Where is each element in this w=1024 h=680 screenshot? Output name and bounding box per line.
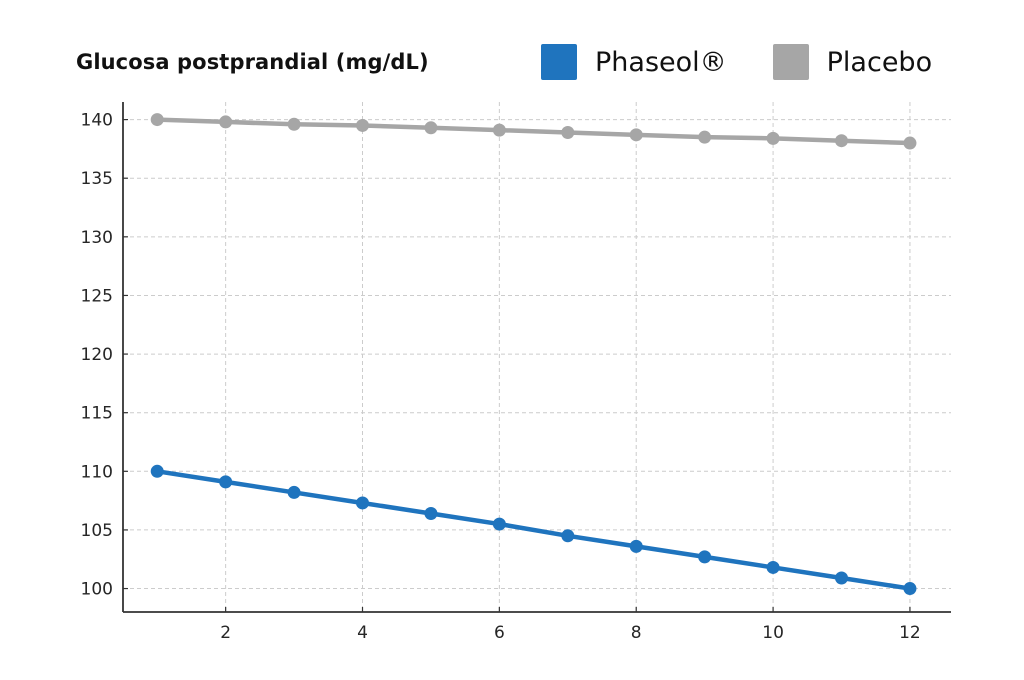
- data-point-phaseol: [492, 517, 506, 531]
- chart-title: Glucosa postprandial (mg/dL): [76, 50, 429, 74]
- legend-swatch-phaseol: [541, 44, 577, 80]
- data-point-phaseol: [561, 529, 575, 543]
- x-tick-label: 12: [899, 623, 921, 643]
- y-tick-label: 110: [81, 462, 113, 482]
- series-line-phaseol: [156, 469, 911, 591]
- data-point-placebo: [698, 130, 712, 144]
- legend-item-placebo: Placebo: [772, 44, 933, 80]
- data-point-placebo: [903, 136, 917, 150]
- data-point-phaseol: [424, 507, 438, 521]
- data-point-placebo: [766, 131, 780, 145]
- y-tick-label: 125: [81, 286, 113, 306]
- y-tick-label: 140: [81, 111, 113, 131]
- legend-swatch-placebo: [772, 44, 809, 80]
- y-tick-label: 115: [81, 404, 113, 424]
- data-point-placebo: [835, 134, 849, 148]
- legend-label-phaseol: Phaseol®: [595, 46, 727, 78]
- data-point-phaseol: [629, 539, 643, 553]
- data-point-placebo: [356, 118, 370, 132]
- y-tick-label: 120: [81, 345, 113, 365]
- y-tick-label: 105: [81, 521, 113, 541]
- axes: [122, 102, 951, 613]
- data-point-phaseol: [356, 496, 370, 510]
- data-point-phaseol: [150, 464, 164, 478]
- y-tick-label: 135: [81, 169, 113, 189]
- y-tick-label: 100: [81, 580, 113, 600]
- data-point-phaseol: [766, 560, 780, 574]
- legend-label-placebo: Placebo: [826, 46, 933, 78]
- tick-labels: 100 105 110 115 120 125 130 135 140 2 4 6 8 10 12: [81, 111, 921, 643]
- data-point-placebo: [561, 125, 575, 139]
- legend-item-phaseol: Phaseol®: [541, 44, 727, 80]
- x-tick-label: 2: [220, 623, 231, 643]
- grid: [123, 102, 951, 612]
- data-point-phaseol: [903, 582, 917, 596]
- data-point-placebo: [150, 113, 164, 127]
- data-point-phaseol: [835, 571, 849, 585]
- data-point-placebo: [424, 121, 438, 135]
- data-point-phaseol: [287, 485, 301, 499]
- data-point-placebo: [219, 115, 233, 129]
- legend: Phaseol® Placebo: [541, 44, 978, 80]
- data-point-placebo: [492, 123, 506, 137]
- x-tick-label: 8: [631, 623, 642, 643]
- data-point-placebo: [287, 117, 301, 131]
- series-group: [150, 113, 917, 596]
- series-line-placebo: [157, 117, 911, 146]
- x-tick-label: 10: [762, 623, 784, 643]
- data-point-placebo: [629, 128, 643, 142]
- data-point-phaseol: [219, 475, 233, 489]
- x-tick-label: 6: [494, 623, 505, 643]
- x-tick-label: 4: [357, 623, 368, 643]
- data-point-phaseol: [698, 550, 712, 564]
- y-tick-label: 130: [81, 228, 113, 248]
